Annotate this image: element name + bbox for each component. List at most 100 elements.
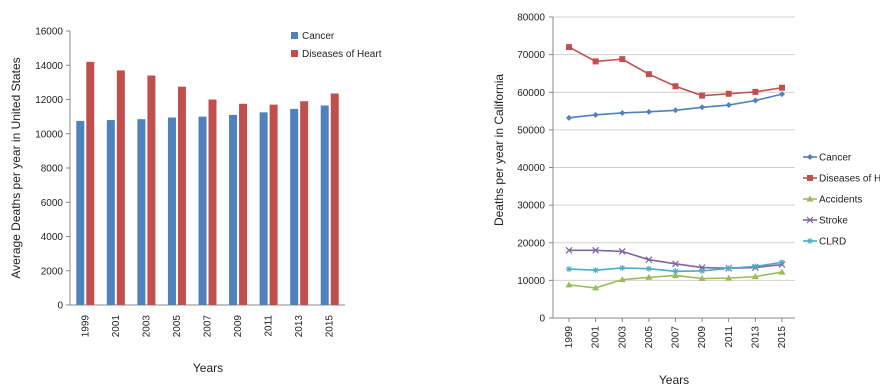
point-accidents-2001: [592, 284, 600, 291]
y-tick-label: 80000: [517, 13, 545, 24]
point-clrd-2013: [752, 263, 759, 270]
x-tick-label: 2003: [141, 315, 152, 338]
point-clrd-2015: [779, 259, 785, 266]
point-clrd-1999: [566, 266, 572, 273]
point-diseases-of-h-2013: [752, 88, 759, 95]
bar-cancer-2015: [320, 105, 329, 306]
y-tick-label: 8000: [41, 164, 64, 175]
point-accidents-2009: [698, 274, 706, 281]
point-clrd-2009: [699, 267, 706, 274]
point-accidents-2003: [618, 276, 626, 283]
x-tick-label: 2001: [111, 315, 122, 338]
legend-marker: [806, 216, 814, 224]
point-clrd-2001: [592, 267, 599, 274]
ca-line-chart: 0 10000 20000 30000 40000 50000 60000 70000 8000…: [492, 13, 880, 388]
x-tick-label: 2005: [172, 315, 183, 338]
y-tick-label: 6000: [41, 198, 64, 209]
y-tick-label: 60000: [517, 88, 545, 99]
bar-heart-2011: [269, 104, 278, 305]
x-tick-label: 2001: [591, 326, 602, 349]
bar-cancer-2011: [259, 112, 268, 305]
point-cancer-2015: [779, 91, 785, 98]
legend-marker: [807, 175, 813, 181]
legend-marker: [807, 154, 813, 160]
point-stroke-2003: [618, 247, 626, 255]
x-axis-title: Years: [659, 373, 689, 387]
y-tick-label: 10000: [517, 276, 545, 287]
bar-cancer-2007: [198, 116, 207, 305]
bar-cancer-2001: [106, 120, 115, 305]
series-line-cancer: [568, 93, 783, 119]
legend-label: Stroke: [819, 216, 848, 227]
bar-cancer-2009: [229, 114, 238, 305]
point-accidents-2011: [725, 274, 733, 281]
point-clrd-2007: [672, 268, 679, 275]
point-accidents-1999: [565, 281, 573, 288]
point-cancer-2005: [645, 108, 652, 115]
y-tick-label: 20000: [517, 238, 545, 249]
legend-label: Accidents: [819, 195, 862, 206]
bar-cancer-2013: [290, 108, 299, 305]
legend-label: CLRD: [819, 237, 846, 248]
x-tick-label: 2011: [724, 326, 735, 348]
y-tick-label: 40000: [517, 163, 545, 174]
legend-label: Diseases of H: [819, 174, 880, 185]
point-accidents-2013: [751, 273, 759, 280]
legend-label: Cancer: [302, 31, 335, 42]
x-tick-label: 2009: [233, 315, 244, 338]
series-line-stroke: [569, 249, 783, 270]
point-stroke-2001: [592, 246, 600, 254]
legend-swatch: [291, 50, 298, 57]
point-diseases-of-h-2005: [645, 71, 652, 78]
point-clrd-2011: [725, 265, 732, 272]
point-diseases-of-h-2003: [619, 56, 626, 63]
point-diseases-of-h-1999: [566, 44, 572, 51]
point-diseases-of-h-2001: [592, 58, 599, 65]
point-cancer-2013: [752, 97, 759, 104]
y-axis-title: Average Deaths per year in United States: [9, 57, 23, 278]
point-diseases-of-h-2009: [699, 92, 706, 99]
x-tick-label: 1999: [564, 326, 575, 349]
x-tick-label: 2003: [617, 326, 628, 349]
y-tick-label: 10000: [35, 129, 63, 140]
point-accidents-2005: [645, 273, 653, 280]
point-cancer-1999: [566, 114, 572, 121]
bar-cancer-2003: [137, 119, 146, 305]
bar-heart-2003: [147, 75, 156, 306]
point-stroke-2007: [672, 260, 679, 268]
y-tick-label: 50000: [517, 125, 545, 136]
us-bar-chart: 0 2000 4000 6000 8000 10000 12000 14000 16000 199…: [9, 27, 382, 376]
bar-heart-1999: [86, 61, 95, 306]
point-accidents-2007: [672, 271, 679, 278]
y-tick-label: 14000: [35, 61, 63, 72]
y-tick-label: 0: [57, 301, 63, 312]
point-cancer-2003: [619, 109, 626, 116]
legend-swatch: [291, 32, 298, 39]
bar-heart-2013: [300, 101, 309, 306]
x-tick-label: 2013: [294, 315, 305, 338]
x-tick-label: 2009: [697, 326, 708, 349]
y-tick-label: 2000: [41, 266, 64, 277]
point-clrd-2003: [619, 264, 626, 271]
point-cancer-2007: [672, 107, 679, 114]
legend-marker: [806, 195, 814, 202]
y-tick-label: 12000: [35, 95, 63, 106]
x-tick-label: 2007: [203, 315, 214, 338]
legend-label: Diseases of Heart: [302, 49, 382, 60]
y-tick-label: 70000: [517, 50, 545, 61]
point-stroke-1999: [565, 246, 573, 254]
point-diseases-of-h-2015: [779, 84, 785, 91]
y-tick-label: 0: [539, 314, 545, 325]
point-diseases-of-h-2011: [725, 90, 732, 97]
x-tick-label: 1999: [80, 315, 91, 338]
x-tick-label: 2015: [777, 326, 788, 349]
x-tick-label: 2011: [264, 315, 275, 337]
legend-label: Cancer: [819, 153, 852, 164]
y-tick-label: 4000: [41, 232, 64, 243]
y-tick-label: 16000: [35, 27, 63, 38]
point-cancer-2001: [592, 111, 599, 118]
x-tick-label: 2013: [750, 326, 761, 349]
y-tick-label: 30000: [517, 201, 545, 212]
point-clrd-2005: [645, 265, 652, 272]
